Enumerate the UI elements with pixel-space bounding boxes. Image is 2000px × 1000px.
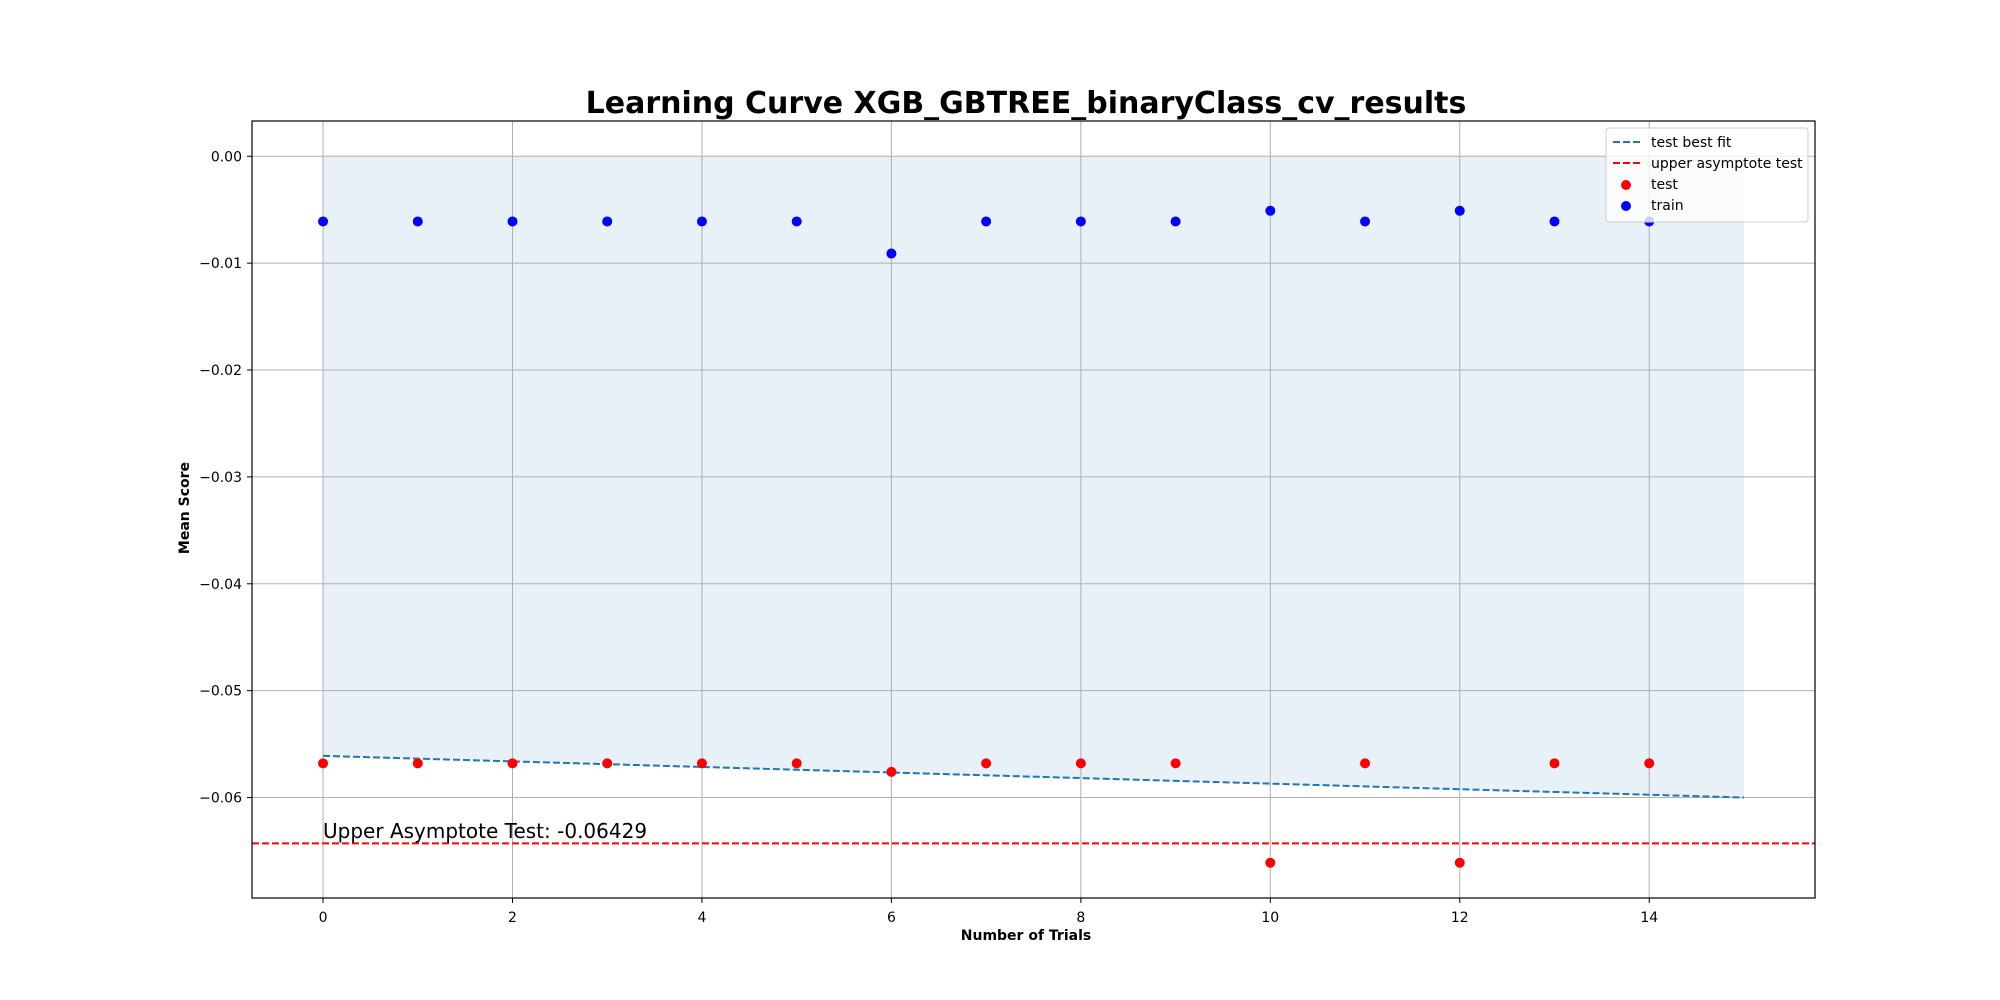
y-axis-label: Mean Score (177, 462, 193, 554)
y-tick-label: −0.05 (199, 684, 242, 700)
legend-label: test (1651, 177, 1678, 193)
axes-layer: 0 2 4 6 8 10 12 14 0.00 −0.01 −0.02 −0.03 −0.04 −0.05… (199, 120, 1816, 926)
train-point (1265, 205, 1276, 216)
train-point (1549, 216, 1560, 227)
train-point (602, 216, 613, 227)
x-axis-label: Number of Trials (961, 928, 1091, 944)
test-point (696, 758, 707, 769)
y-tick-label: 0.00 (211, 149, 242, 165)
legend-label: test best fit (1651, 135, 1732, 151)
legend-marker (1621, 201, 1631, 211)
legend-item: test best fit (1613, 135, 1732, 151)
test-point (1644, 758, 1655, 769)
x-tick-label: 2 (508, 910, 517, 926)
legend: test best fit upper asymptote test test tra… (1605, 127, 1809, 223)
test-point (602, 758, 613, 769)
train-point (696, 216, 707, 227)
x-tick-label: 8 (1076, 910, 1085, 926)
train-point (1075, 216, 1086, 227)
grid-layer (252, 121, 1815, 898)
train-point (981, 216, 992, 227)
train-point (318, 216, 329, 227)
test-point (1075, 758, 1086, 769)
test-point (791, 758, 802, 769)
legend-item: upper asymptote test (1613, 156, 1803, 172)
x-tick-label: 14 (1640, 910, 1658, 926)
legend-label: train (1651, 198, 1684, 214)
y-tick-label: −0.04 (199, 577, 242, 593)
y-tick-label: −0.06 (199, 791, 242, 807)
test-point (1360, 758, 1371, 769)
test-point (1170, 758, 1181, 769)
legend-item: test (1621, 177, 1678, 193)
test-point (1549, 758, 1560, 769)
test-point (318, 758, 329, 769)
chart-title: Learning Curve XGB_GBTREE_binaryClass_cv… (586, 86, 1467, 121)
legend-item: train (1621, 198, 1684, 214)
x-tick-label: 12 (1451, 910, 1469, 926)
lines-layer (252, 754, 1815, 845)
legend-marker (1621, 180, 1631, 190)
x-tick-label: 0 (319, 910, 328, 926)
annotations-layer: Upper Asymptote Test: -0.06429 (323, 819, 647, 843)
train-point (1170, 216, 1181, 227)
train-point (1454, 205, 1465, 216)
test-point (1454, 857, 1465, 868)
y-tick-label: −0.01 (199, 256, 242, 272)
plot-frame (251, 120, 1816, 899)
legend-box (1605, 127, 1809, 223)
best-fit-line (323, 754, 1744, 799)
x-tick-label: 10 (1261, 910, 1279, 926)
train-point (412, 216, 423, 227)
train-point (791, 216, 802, 227)
train-point (1360, 216, 1371, 227)
test-point (1265, 857, 1276, 868)
points-layer (318, 205, 1655, 868)
test-point (507, 758, 518, 769)
test-point (412, 758, 423, 769)
test-point (981, 758, 992, 769)
y-tick-label: −0.02 (199, 363, 242, 379)
train-point (507, 216, 518, 227)
train-point (886, 248, 897, 259)
y-tick-label: −0.03 (199, 470, 242, 486)
legend-label: upper asymptote test (1651, 156, 1803, 172)
x-tick-label: 6 (887, 910, 896, 926)
x-tick-label: 4 (697, 910, 706, 926)
asymptote-annotation: Upper Asymptote Test: -0.06429 (323, 819, 647, 843)
test-point (886, 766, 897, 777)
